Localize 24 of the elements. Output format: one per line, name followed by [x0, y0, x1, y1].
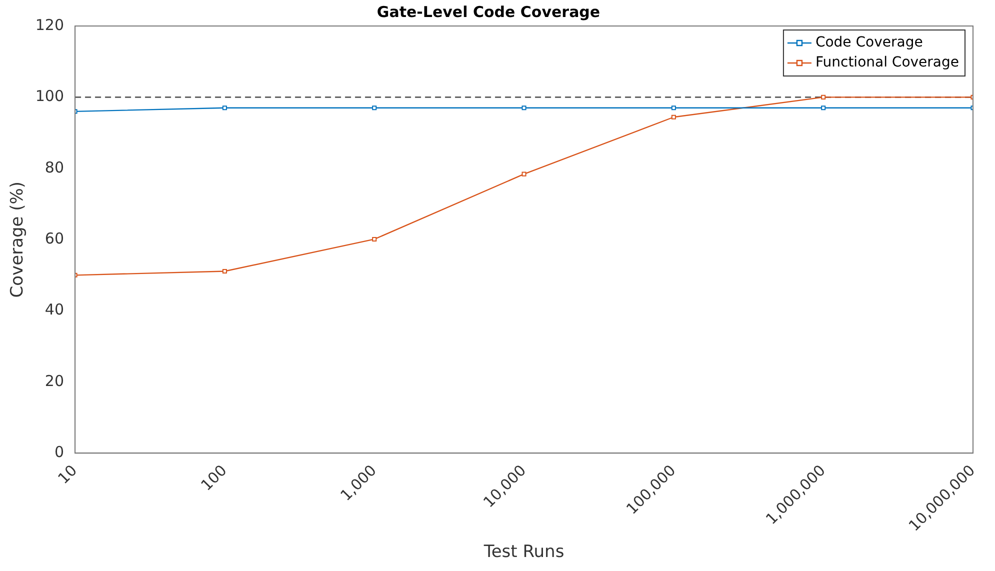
x-axis-title: Test Runs: [482, 542, 564, 562]
point: [222, 268, 227, 274]
chart-title: Gate-Level Code Coverage: [376, 2, 600, 21]
point: [522, 172, 526, 176]
y-tick-label: 80: [44, 158, 64, 176]
x-tick-label: 10: [54, 461, 81, 488]
legend-label: Code Coverage: [815, 34, 923, 51]
y-tick-label: 40: [44, 300, 64, 319]
y-tick-label: 0: [54, 443, 64, 462]
y-axis-title: Coverage (%): [8, 181, 28, 298]
y-tick-label: 100: [35, 87, 64, 106]
point: [671, 114, 676, 120]
point: [222, 106, 227, 110]
y-tick-label: 120: [35, 16, 64, 34]
point: [671, 106, 676, 110]
point: [372, 106, 377, 110]
legend-label: Functional Coverage: [815, 54, 960, 71]
point: [522, 106, 526, 110]
point: [372, 236, 377, 242]
y-tick-label: 20: [44, 372, 64, 390]
point: [821, 106, 826, 110]
x-tick-label: 100: [197, 461, 230, 494]
point: [821, 94, 826, 100]
y-tick-label: 60: [44, 229, 64, 248]
